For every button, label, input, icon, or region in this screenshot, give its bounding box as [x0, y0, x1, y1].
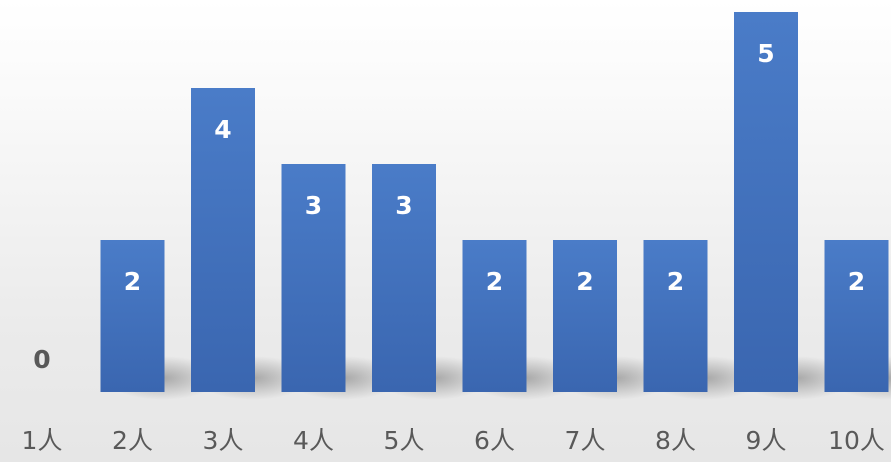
bars [100, 12, 889, 392]
data-label: 4 [214, 115, 231, 144]
category-label: 8人 [655, 426, 696, 455]
bar [643, 240, 708, 392]
data-label: 3 [395, 191, 412, 220]
data-label: 0 [33, 345, 50, 374]
bar [553, 240, 617, 392]
bar [824, 240, 889, 392]
data-label: 2 [667, 267, 684, 296]
data-label: 2 [576, 267, 593, 296]
category-label: 2人 [112, 426, 153, 455]
category-label: 7人 [565, 426, 606, 455]
data-label: 2 [848, 267, 865, 296]
category-label: 4人 [293, 426, 334, 455]
category-label: 10人 [828, 426, 885, 455]
category-label: 1人 [22, 426, 63, 455]
data-label: 2 [124, 267, 141, 296]
data-labels: 0 2 4 3 3 2 2 2 5 2 [33, 39, 865, 374]
category-label: 9人 [746, 426, 787, 455]
category-axis: 1人 2人 3人 4人 5人 6人 7人 8人 9人 10人 [22, 426, 885, 455]
category-label: 3人 [203, 426, 244, 455]
bar [462, 240, 527, 392]
category-label: 5人 [384, 426, 425, 455]
data-label: 3 [305, 191, 322, 220]
bar [281, 164, 346, 392]
data-label: 2 [486, 267, 503, 296]
bar [734, 12, 798, 392]
data-label: 5 [757, 39, 774, 68]
bar [372, 164, 436, 392]
bar [100, 240, 165, 392]
bar [191, 88, 255, 392]
category-label: 6人 [474, 426, 515, 455]
